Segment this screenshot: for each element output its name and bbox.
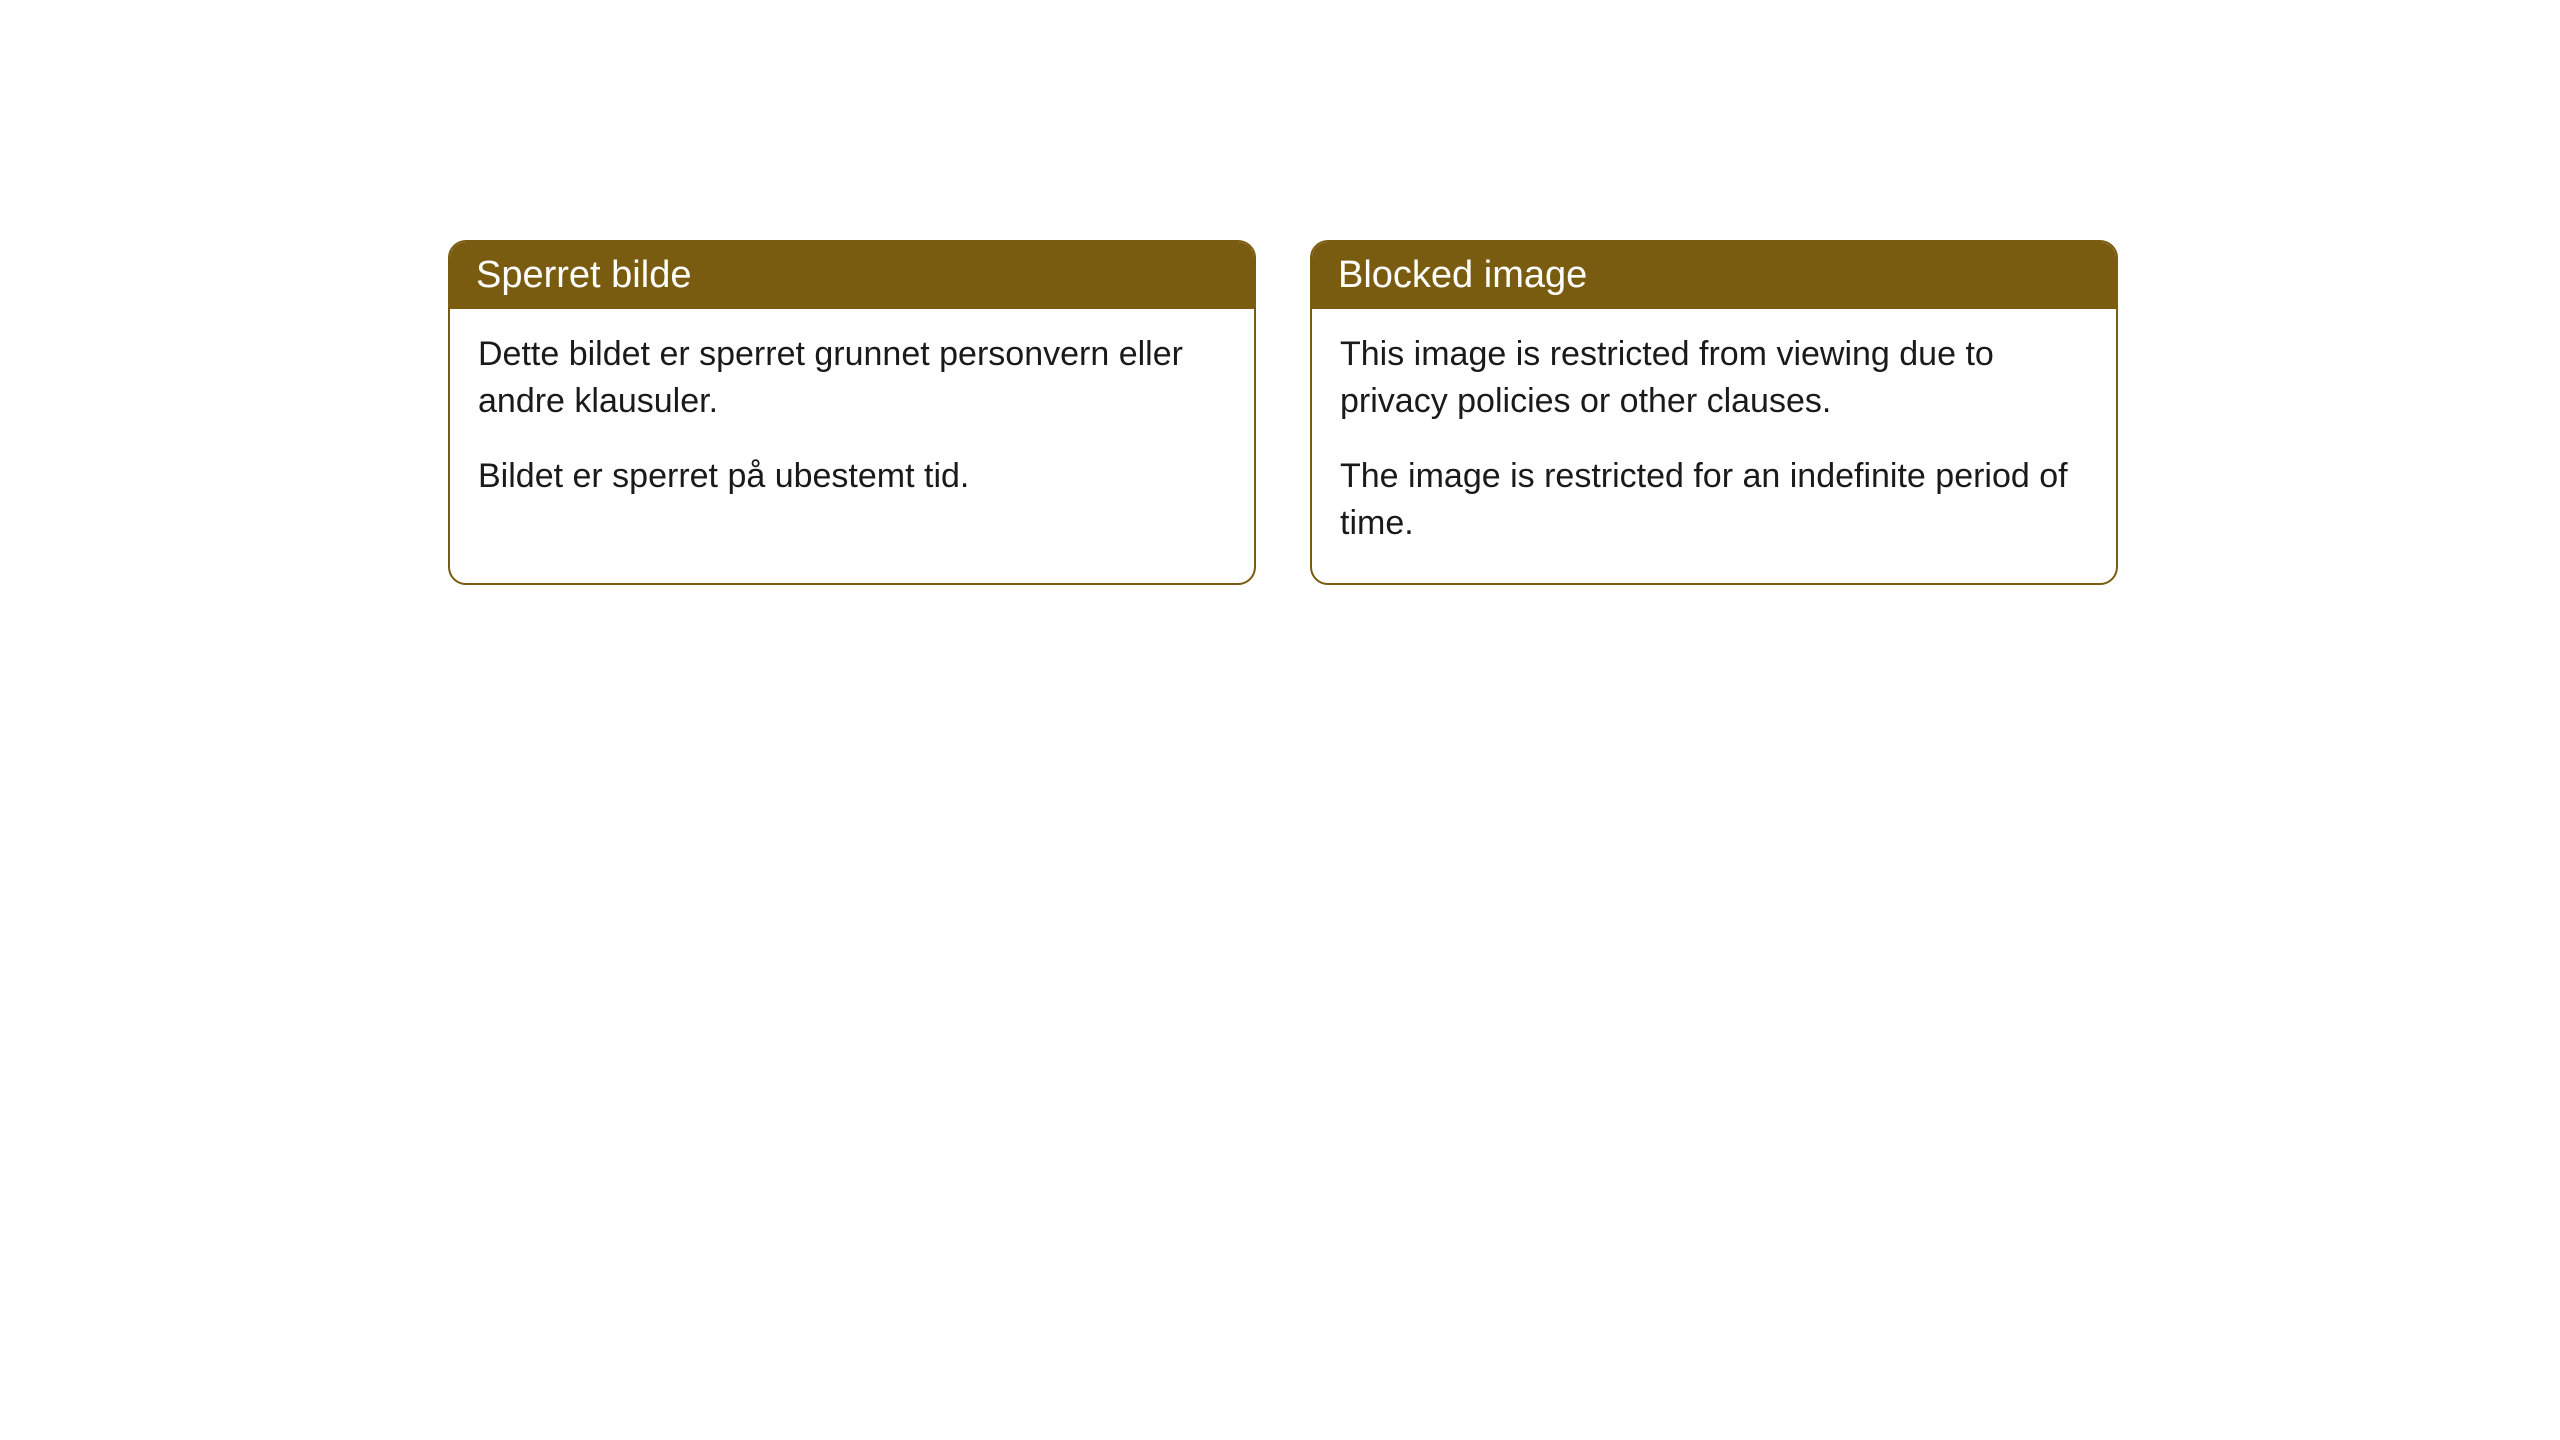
card-paragraph: This image is restricted from viewing du…	[1340, 331, 2088, 425]
card-paragraph: The image is restricted for an indefinit…	[1340, 453, 2088, 547]
card-header: Blocked image	[1312, 242, 2116, 309]
card-body: Dette bildet er sperret grunnet personve…	[450, 309, 1254, 536]
card-paragraph: Bildet er sperret på ubestemt tid.	[478, 453, 1226, 500]
blocked-image-card-english: Blocked image This image is restricted f…	[1310, 240, 2118, 585]
notice-cards-container: Sperret bilde Dette bildet er sperret gr…	[0, 0, 2560, 585]
blocked-image-card-norwegian: Sperret bilde Dette bildet er sperret gr…	[448, 240, 1256, 585]
card-paragraph: Dette bildet er sperret grunnet personve…	[478, 331, 1226, 425]
card-title: Blocked image	[1338, 254, 1587, 296]
card-header: Sperret bilde	[450, 242, 1254, 309]
card-title: Sperret bilde	[476, 254, 691, 296]
card-body: This image is restricted from viewing du…	[1312, 309, 2116, 583]
